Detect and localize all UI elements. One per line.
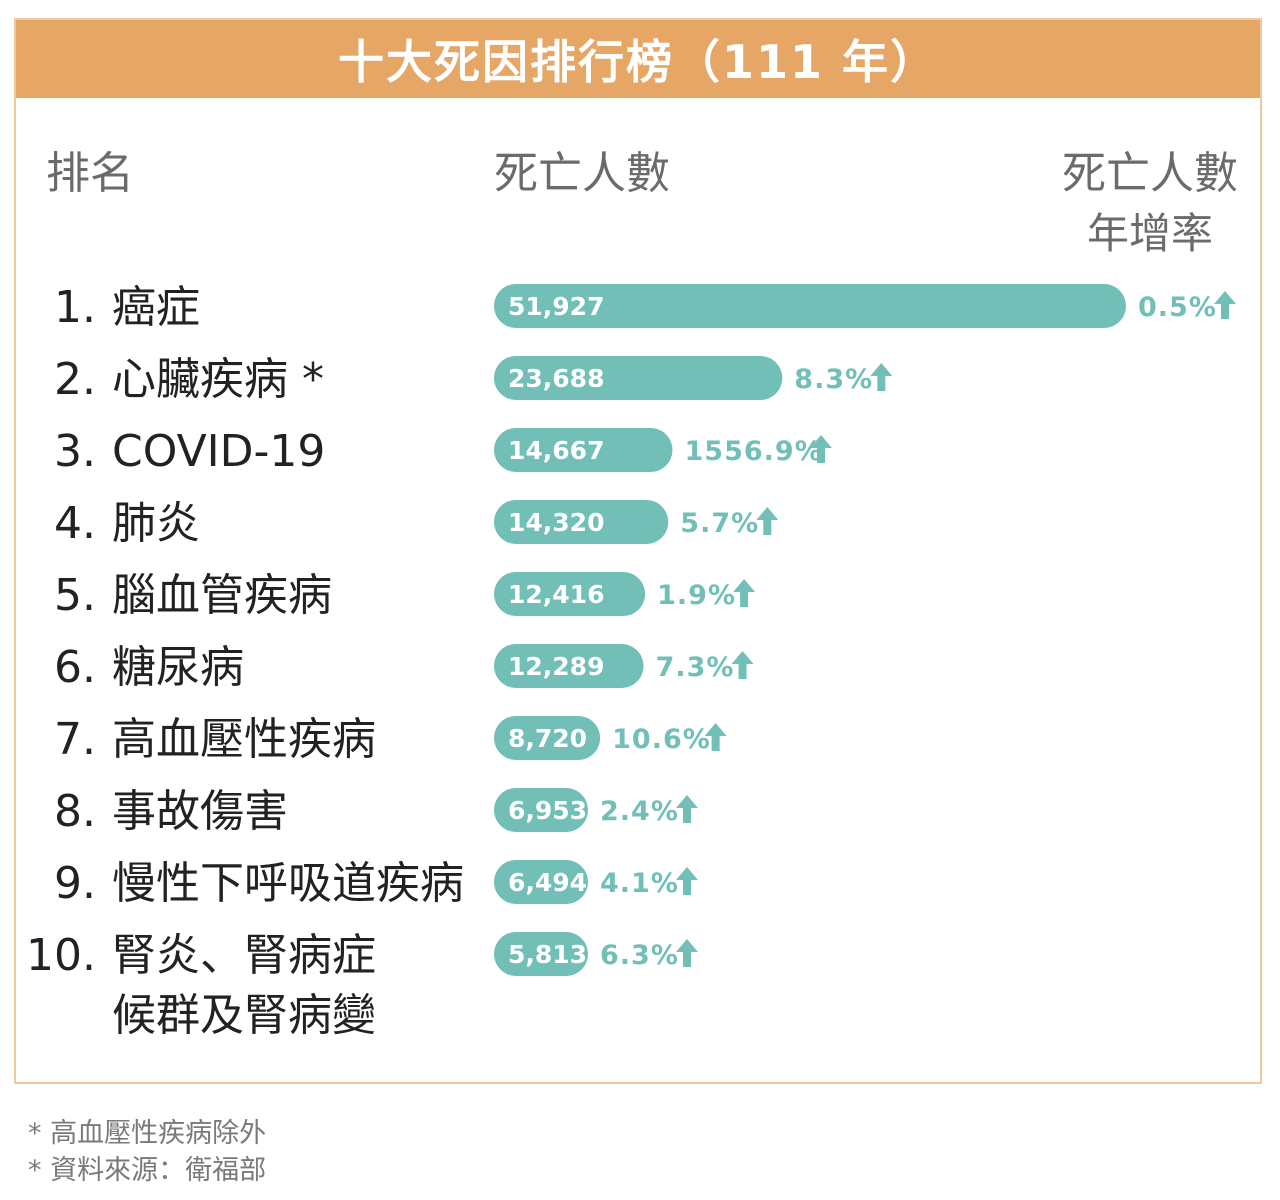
bar-value-label: 6,953 <box>508 796 587 825</box>
rank-number: 3. <box>54 426 96 477</box>
deaths-column-header: 死亡人數 <box>494 148 670 199</box>
bar <box>494 428 673 472</box>
bar-value-label: 8,720 <box>508 724 587 753</box>
bar-value-label: 5,813 <box>508 940 587 969</box>
up-arrow-icon <box>810 435 833 463</box>
bar-value-label: 14,320 <box>508 508 604 537</box>
growth-label: 10.6% <box>612 724 711 755</box>
growth-column-header: 死亡人數 年增率 <box>1062 144 1238 264</box>
rank-number: 9. <box>54 858 96 909</box>
up-arrow-icon <box>1214 291 1236 319</box>
up-arrow-icon <box>704 723 727 751</box>
up-arrow-icon <box>676 795 698 823</box>
up-arrow-icon <box>676 867 698 895</box>
growth-label: 7.3% <box>656 652 735 683</box>
bar <box>494 572 646 616</box>
bar <box>494 284 1126 328</box>
rank-number: 10. <box>26 930 96 981</box>
bar-value-label: 14,667 <box>508 436 604 465</box>
cause-label: 癌症 <box>112 282 200 333</box>
rank-number: 4. <box>54 498 96 549</box>
bar-value-label: 12,289 <box>508 652 604 681</box>
growth-label: 5.7% <box>680 508 759 539</box>
rank-number: 8. <box>54 786 96 837</box>
growth-label: 8.3% <box>794 364 873 395</box>
rank-number: 5. <box>54 570 96 621</box>
cause-label: 事故傷害 <box>112 786 288 837</box>
up-arrow-icon <box>676 939 698 967</box>
rank-number: 6. <box>54 642 96 693</box>
rank-number: 7. <box>54 714 96 765</box>
growth-label: 1.9% <box>657 580 736 611</box>
up-arrow-icon <box>870 363 893 391</box>
growth-label: 6.3% <box>600 940 679 971</box>
bar <box>494 932 588 976</box>
cause-label: 糖尿病 <box>112 642 244 693</box>
bar <box>494 788 588 832</box>
footnote-exclusion: * 高血壓性疾病除外 <box>28 1118 267 1149</box>
bar-value-label: 12,416 <box>508 580 604 609</box>
rank-column-header: 排名 <box>46 148 134 199</box>
cause-label: 腦血管疾病 <box>112 570 332 621</box>
cause-label: 高血壓性疾病 <box>112 714 376 765</box>
up-arrow-icon <box>756 507 779 535</box>
bar <box>494 860 588 904</box>
up-arrow-icon <box>731 651 754 679</box>
up-arrow-icon <box>733 579 756 607</box>
chart-title: 十大死因排行榜（111 年） <box>16 20 1260 98</box>
growth-label: 1556.9% <box>685 436 823 467</box>
cause-label: 肺炎 <box>112 498 200 549</box>
rank-number: 1. <box>54 282 96 333</box>
cause-label: 心臟疾病 * <box>112 354 324 405</box>
bar <box>494 500 669 544</box>
growth-header-line2: 年增率 <box>1086 209 1213 258</box>
bar <box>494 356 783 400</box>
bar-value-label: 51,927 <box>508 292 604 321</box>
footnote-source: * 資料來源：衛福部 <box>28 1155 267 1186</box>
bar <box>494 644 644 688</box>
cause-label: COVID-19 <box>112 426 325 477</box>
growth-label: 2.4% <box>600 796 679 827</box>
cause-label: 慢性下呼吸道疾病 <box>112 858 464 909</box>
cause-label: 腎炎、腎病症 <box>112 930 376 981</box>
growth-header-line1: 死亡人數 <box>1062 148 1238 199</box>
bar-value-label: 23,688 <box>508 364 604 393</box>
rank-number: 2. <box>54 354 96 405</box>
growth-label: 0.5% <box>1138 292 1217 323</box>
bar <box>494 716 601 760</box>
growth-label: 4.1% <box>600 868 679 899</box>
chart-card: 十大死因排行榜（111 年） 排名 死亡人數 死亡人數 年增率 <box>14 18 1262 1084</box>
bar-value-label: 6,494 <box>508 868 587 897</box>
cause-label: 候群及腎病變 <box>112 990 376 1041</box>
